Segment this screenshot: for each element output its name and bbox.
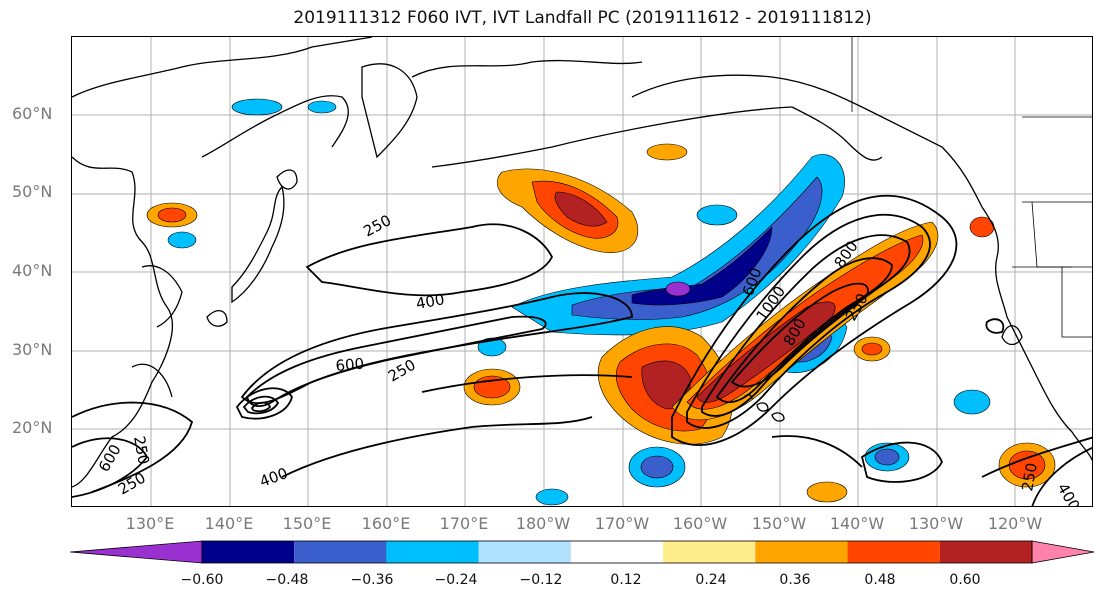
colorbar-tick: −0.24 <box>434 572 478 588</box>
colorbar-segment <box>939 541 1032 563</box>
contour-label: 250 <box>130 435 153 466</box>
colorbar-outline <box>201 540 1033 564</box>
lon-label-130e: 130°E <box>125 514 175 533</box>
coastlines <box>72 37 1092 488</box>
lat-label-20: 20°N <box>12 418 53 437</box>
lat-label-60: 60°N <box>12 104 53 123</box>
lon-label-120w: 120°W <box>987 514 1043 533</box>
colorbar-tick: −0.36 <box>350 572 394 588</box>
map-canvas: 250 400 600 250 250 400 600 250 600 800 … <box>72 37 1092 507</box>
colorbar-tick: 0.12 <box>610 572 642 588</box>
lon-label-170e: 170°E <box>439 514 489 533</box>
colorbar-segment <box>755 541 848 563</box>
colorbar-tick: 0.60 <box>949 572 981 588</box>
colorbar-tick: −0.60 <box>180 572 224 588</box>
ivt-contours <box>72 194 1092 506</box>
colorbar-extend-max <box>1031 540 1095 564</box>
graticule <box>72 37 1092 506</box>
contour-label: 600 <box>95 441 125 475</box>
contour-label: 250 <box>360 211 394 240</box>
colorbar-tick: 0.24 <box>695 572 727 588</box>
lon-label-150e: 150°E <box>282 514 332 533</box>
colorbar-segment <box>478 541 571 563</box>
lon-label-150w: 150°W <box>751 514 807 533</box>
colorbar-segment <box>847 541 940 563</box>
colorbar-segment <box>386 541 479 563</box>
lon-label-130w: 130°W <box>908 514 964 533</box>
lat-label-40: 40°N <box>12 261 53 280</box>
political-borders <box>851 37 1092 338</box>
colorbar-extend-min <box>70 540 203 564</box>
lon-label-170w: 170°W <box>594 514 650 533</box>
lon-label-160e: 160°E <box>361 514 411 533</box>
map-title: 2019111312 F060 IVT, IVT Landfall PC (20… <box>293 8 872 28</box>
colorbar-segment <box>570 541 664 563</box>
lat-label-50: 50°N <box>12 182 53 201</box>
contour-label: 250 <box>1018 461 1041 492</box>
colorbar <box>70 540 1095 564</box>
colorbar-segment <box>294 541 387 563</box>
lon-label-140w: 140°W <box>829 514 885 533</box>
colorbar-segments <box>70 540 1095 564</box>
lon-label-160w: 160°W <box>672 514 728 533</box>
contour-labels: 250 400 600 250 250 400 600 250 600 800 … <box>95 211 1084 507</box>
lon-label-180w: 180°W <box>515 514 571 533</box>
colorbar-tick: 0.36 <box>779 572 811 588</box>
contour-label: 250 <box>115 469 149 499</box>
contour-label: 400 <box>415 290 446 313</box>
map-panel: 250 400 600 250 250 400 600 250 600 800 … <box>71 36 1093 507</box>
lat-label-30: 30°N <box>12 340 53 359</box>
contour-label: 400 <box>257 464 290 491</box>
contour-label: 600 <box>335 355 365 375</box>
colorbar-tick: −0.12 <box>519 572 563 588</box>
colorbar-tick: 0.48 <box>864 572 896 588</box>
lon-label-140e: 140°E <box>204 514 254 533</box>
colorbar-segment <box>202 541 295 563</box>
colorbar-tick: −0.48 <box>265 572 309 588</box>
colorbar-segment <box>663 541 756 563</box>
contour-label: 400 <box>1054 480 1084 507</box>
